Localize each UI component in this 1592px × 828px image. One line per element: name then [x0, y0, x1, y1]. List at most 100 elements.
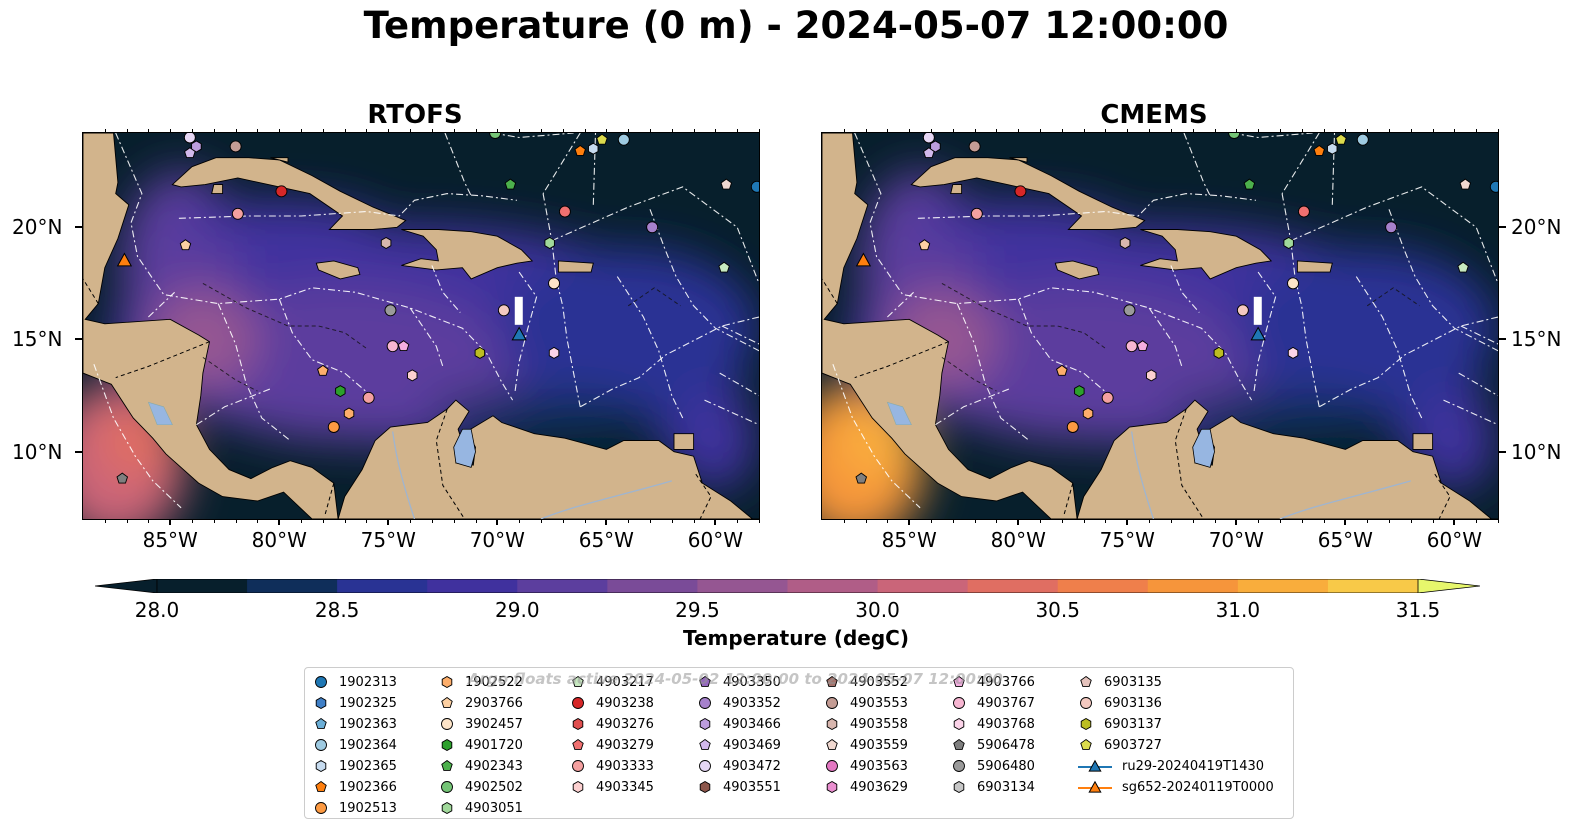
argo-float-marker: [1385, 221, 1398, 234]
minor-tick: [301, 520, 303, 523]
lon-tick-label: 60°W: [1426, 528, 1482, 552]
colorbar-tick-label: 30.5: [1035, 598, 1080, 622]
argo-float-marker: [750, 180, 759, 193]
legend-item: 1902364: [313, 735, 397, 755]
lat-tick-label: 10°N: [1511, 439, 1562, 464]
minor-tick: [909, 129, 911, 132]
legend-marker: [572, 697, 584, 709]
minor-tick: [628, 520, 630, 523]
legend-marker: [441, 781, 453, 793]
minor-tick: [497, 129, 499, 132]
legend-item: 4903238: [570, 693, 654, 713]
argo-float-marker: [231, 207, 244, 220]
minor-tick: [1345, 129, 1347, 132]
minor-tick: [715, 129, 717, 132]
minor-tick: [344, 520, 346, 523]
argo-float-marker: [1459, 178, 1472, 190]
legend-label: 4903552: [850, 674, 908, 690]
lon-tick-label: 60°W: [687, 528, 743, 552]
minor-tick: [737, 129, 739, 132]
minor-tick: [1061, 129, 1063, 132]
minor-tick: [1345, 520, 1347, 523]
legend-marker: [441, 738, 453, 752]
legend-item: 4903279: [570, 735, 654, 755]
argo-float-marker: [191, 140, 202, 153]
minor-tick: [1432, 129, 1434, 132]
minor-tick: [843, 520, 845, 523]
lat-tick-mark: [75, 226, 82, 229]
colorbar-bin: [967, 579, 1059, 593]
panel-title-cmems: CMEMS: [1100, 100, 1208, 130]
minor-tick: [1258, 520, 1260, 523]
legend-item: 4903629: [824, 777, 908, 797]
minor-tick: [1323, 520, 1325, 523]
legend-marker: [441, 718, 453, 730]
legend-marker: [441, 759, 453, 771]
minor-tick: [301, 129, 303, 132]
minor-tick: [148, 520, 150, 523]
panel-title-rtofs: RTOFS: [367, 100, 463, 130]
argo-float-marker: [1243, 178, 1256, 190]
legend-item: 4901720: [439, 735, 523, 755]
legend-label: 4903333: [596, 758, 654, 774]
colorbar-tick-label: 29.5: [675, 598, 720, 622]
argo-float-marker: [116, 472, 129, 484]
minor-tick: [126, 520, 128, 523]
minor-tick: [1018, 129, 1020, 132]
legend-item: 4903472: [697, 756, 781, 776]
minor-tick: [1388, 520, 1390, 523]
colorbar: [94, 578, 1481, 594]
argo-float-marker: [923, 147, 935, 159]
legend-label: 4902502: [465, 779, 523, 795]
legend-marker: [441, 675, 453, 689]
argo-float-marker: [229, 140, 242, 153]
lon-tick-label: 75°W: [360, 528, 416, 552]
legend-marker: [572, 780, 584, 794]
minor-tick: [1127, 129, 1129, 132]
legend-item: 4903345: [570, 777, 654, 797]
minor-tick: [519, 129, 521, 132]
map-panel-rtofs[interactable]: [82, 132, 760, 520]
lat-tick-label: 10°N: [12, 439, 63, 464]
argo-float-marker: [1074, 385, 1085, 398]
map-panel-cmems[interactable]: [821, 132, 1499, 520]
minor-tick: [649, 129, 651, 132]
legend-marker: [572, 675, 584, 687]
argo-float-marker: [474, 346, 486, 359]
legend-label: 1902313: [339, 674, 397, 690]
minor-tick: [843, 129, 845, 132]
legend-label: 4903051: [465, 800, 523, 816]
argo-float-marker: [922, 133, 935, 144]
minor-tick: [279, 520, 281, 523]
legend-item: 4903551: [697, 777, 781, 797]
minor-tick: [887, 129, 889, 132]
minor-tick: [1432, 520, 1434, 523]
minor-tick: [497, 520, 499, 523]
minor-tick: [1170, 520, 1172, 523]
legend-item: 3902457: [439, 714, 523, 734]
legend-item: 4903352: [697, 693, 781, 713]
legend-item: 4903217: [570, 672, 654, 692]
glider-marker: [855, 252, 872, 267]
minor-tick: [1410, 129, 1412, 132]
argo-float-marker: [1287, 346, 1299, 359]
legend-label: 4903551: [723, 779, 781, 795]
legend-item: 4903767: [951, 693, 1035, 713]
legend-marker: [1088, 780, 1102, 793]
argo-float-marker: [1287, 277, 1299, 290]
colorbar-bin: [1057, 579, 1149, 593]
minor-tick: [1214, 520, 1216, 523]
minor-tick: [192, 520, 194, 523]
minor-tick: [1279, 520, 1281, 523]
lat-tick-label: 20°N: [1511, 215, 1562, 240]
minor-tick: [1498, 520, 1499, 523]
argo-float-marker: [855, 472, 868, 484]
legend-label: 4903629: [850, 779, 908, 795]
minor-tick: [1105, 129, 1107, 132]
minor-tick: [192, 129, 194, 132]
minor-tick: [1083, 520, 1085, 523]
minor-tick: [584, 129, 586, 132]
argo-float-marker: [1297, 205, 1310, 218]
minor-tick: [453, 129, 455, 132]
minor-tick: [887, 520, 889, 523]
